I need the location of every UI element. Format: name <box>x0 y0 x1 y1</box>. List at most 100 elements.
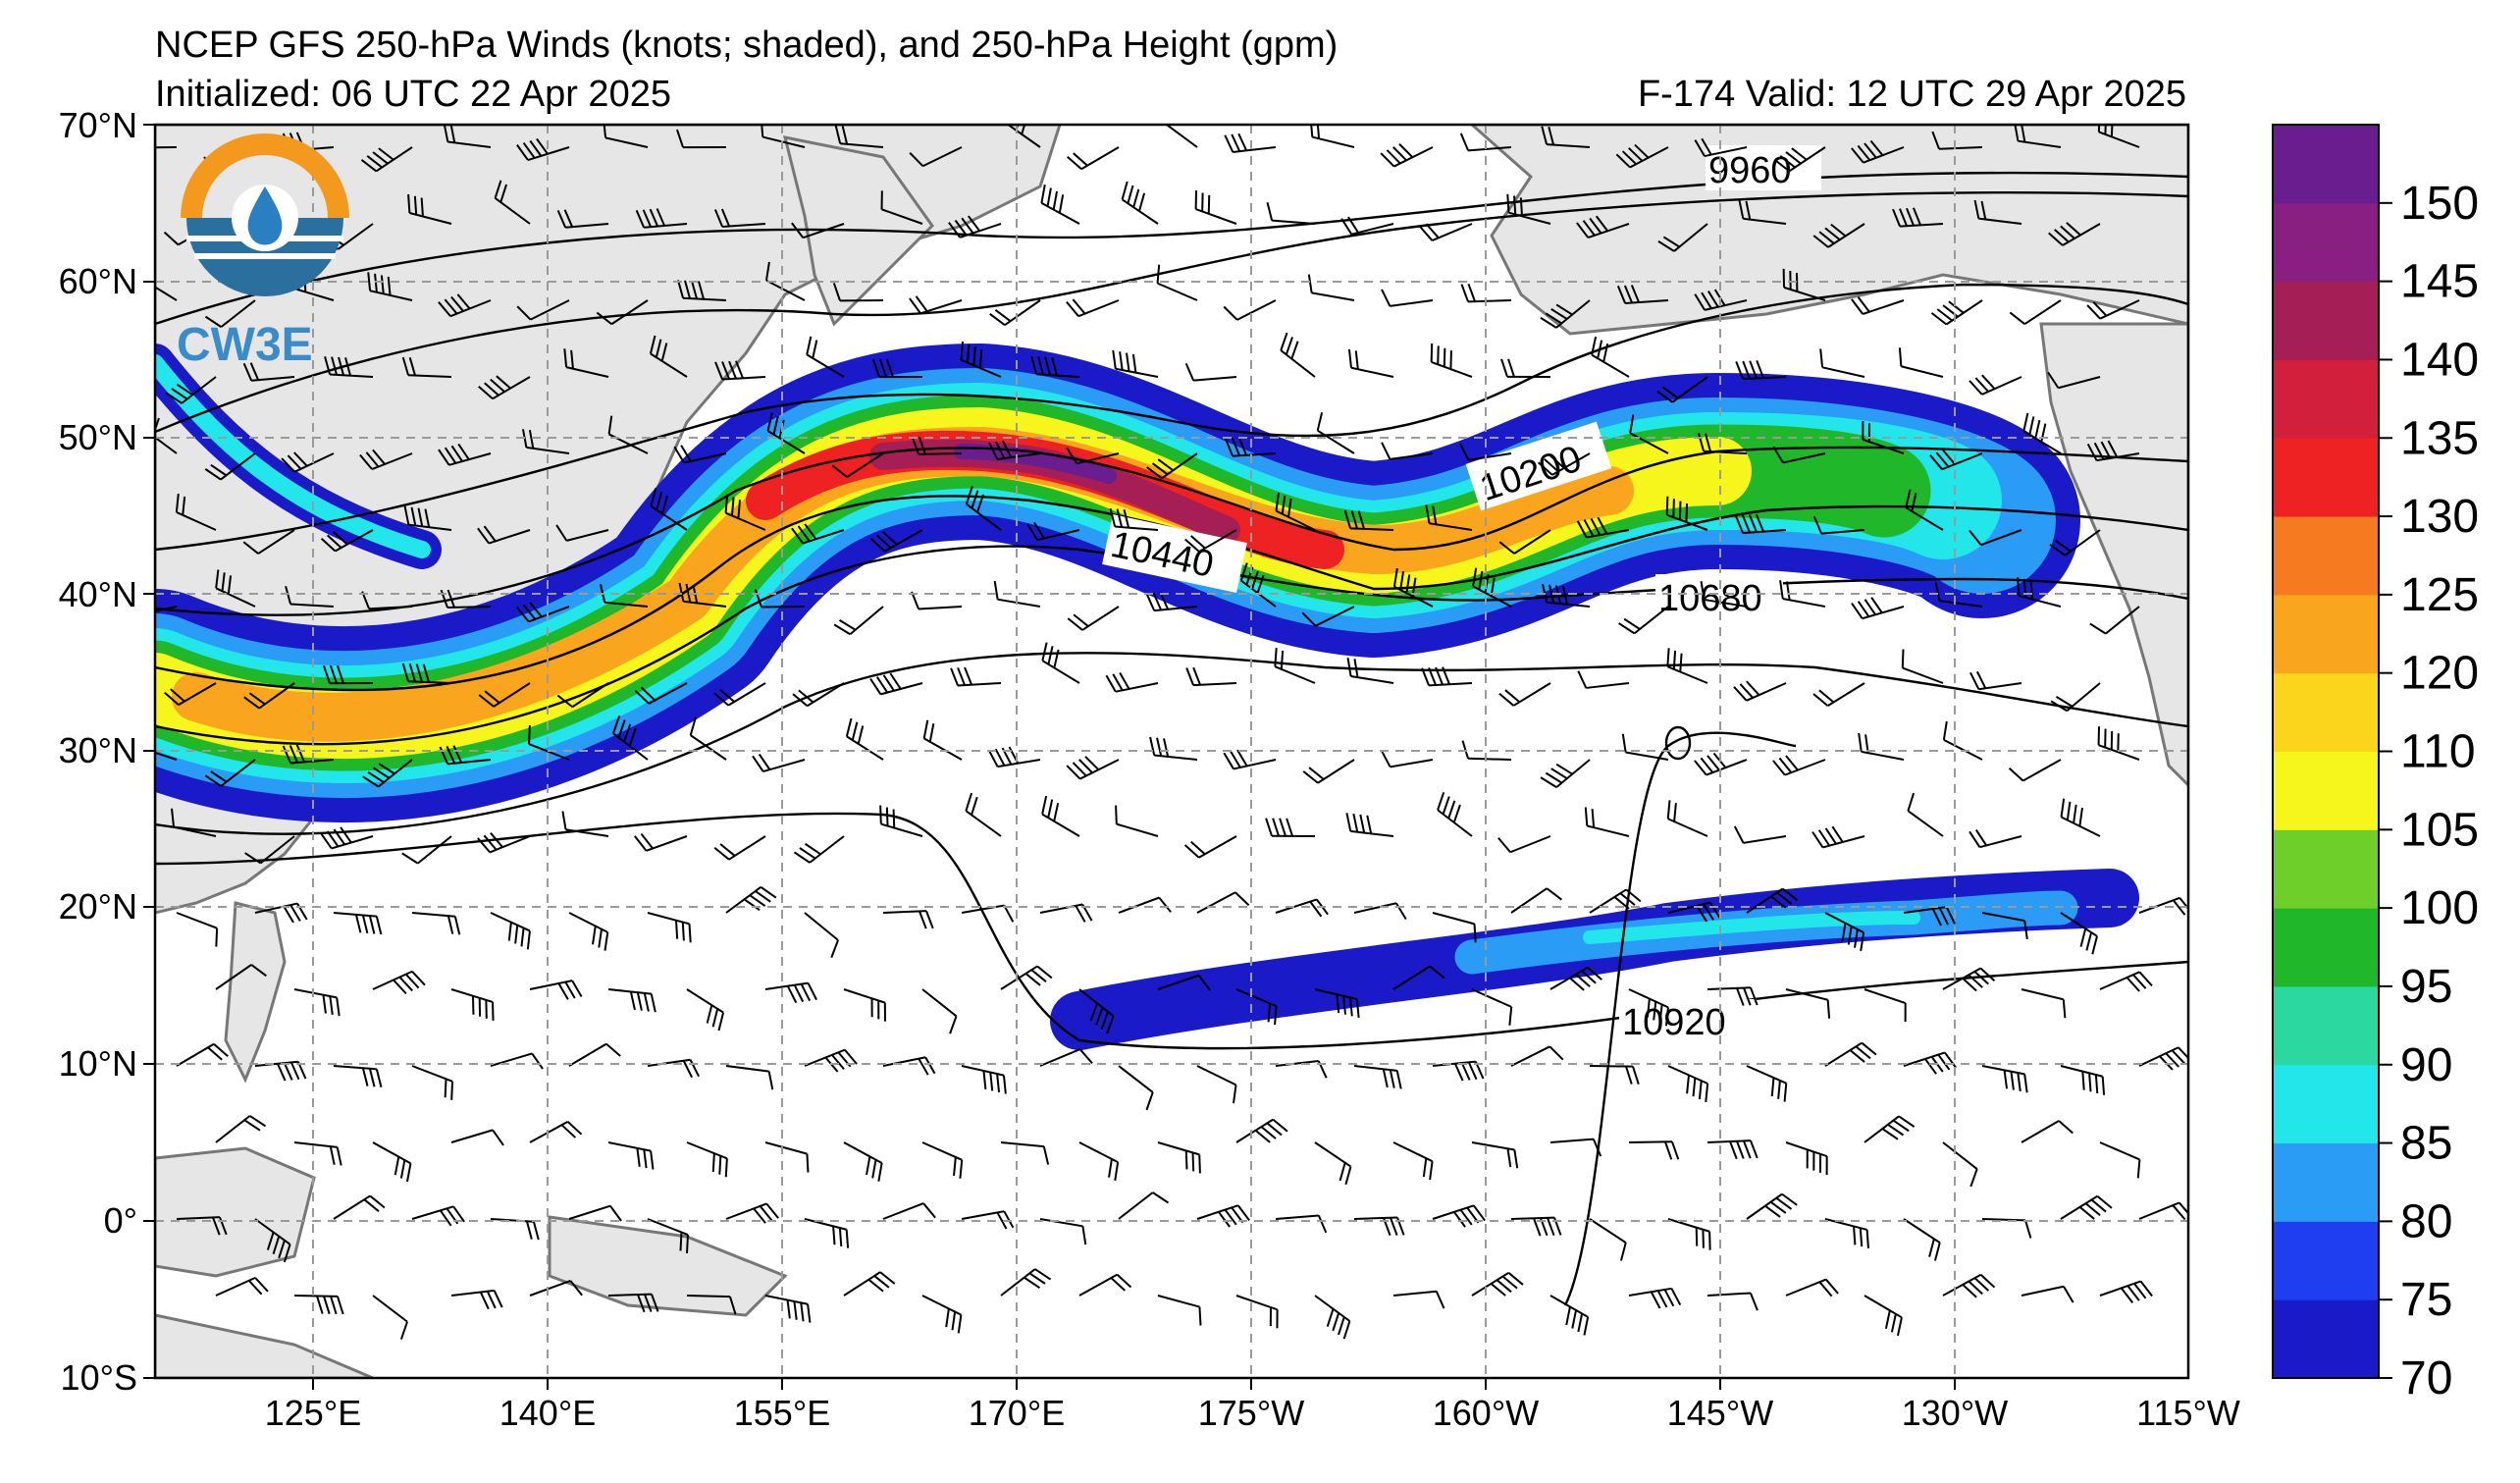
wind-barb <box>529 1120 583 1143</box>
wind-barb <box>1628 988 1669 1027</box>
colorbar-tick-label: 100 <box>2400 882 2479 934</box>
wind-barb <box>843 1271 896 1297</box>
wind-barb <box>1460 283 1512 303</box>
logo-text: CW3E <box>177 319 313 371</box>
wind-barb <box>1615 143 1669 169</box>
wind-barb <box>490 1218 540 1241</box>
wind-barb <box>791 523 845 545</box>
wind-barb <box>1184 362 1237 382</box>
wind-barb <box>1973 199 2022 225</box>
wind-barb <box>1235 988 1278 1026</box>
wind-barb <box>1498 682 1551 707</box>
wind-barb <box>1811 825 1865 849</box>
wind-barb <box>1498 529 1551 555</box>
wind-barb <box>477 832 531 854</box>
wind-barb <box>1538 452 1591 476</box>
wind-barb <box>1851 296 1905 315</box>
wind-barb <box>677 280 727 301</box>
lat-label: 20°N <box>59 886 137 927</box>
wind-barb <box>1733 680 1787 702</box>
wind-barb <box>607 1141 655 1170</box>
wind-barb <box>254 1060 307 1082</box>
wind-barb <box>1694 289 1748 311</box>
wind-barb <box>1589 1218 1627 1261</box>
wind-barb <box>324 355 374 378</box>
lon-label: 125°E <box>265 1393 361 1433</box>
wind-barb <box>1196 1065 1237 1104</box>
wind-barb <box>987 746 1041 768</box>
wind-barb <box>1942 967 1996 992</box>
wind-barb <box>1864 988 1907 1023</box>
wind-barb <box>362 759 413 788</box>
wind-barb <box>804 1218 850 1248</box>
wind-barb <box>1458 443 1512 461</box>
wind-barb <box>490 912 531 950</box>
wind-barb <box>243 682 295 710</box>
wind-barb <box>1969 529 2022 547</box>
wind-barb <box>650 488 688 531</box>
wind-barb <box>1346 658 1394 684</box>
colorbar-swatch <box>2273 438 2379 517</box>
wind-barb <box>2021 1285 2074 1303</box>
wind-barb <box>293 1141 342 1166</box>
wind-barb <box>961 1210 1015 1230</box>
wind-barb <box>1497 835 1551 854</box>
gridlines <box>155 125 2188 1378</box>
wind-barb <box>2099 1141 2141 1179</box>
wind-barb <box>1510 887 1563 914</box>
wind-barb <box>635 208 688 229</box>
wind-barb <box>1540 759 1591 788</box>
wind-barb <box>764 261 806 301</box>
wind-barb <box>2060 798 2101 837</box>
wind-barb <box>1421 666 1473 687</box>
wind-barb <box>1824 912 1865 952</box>
wind-barb <box>1112 349 1159 378</box>
colorbar-tick-label: 70 <box>2400 1352 2452 1404</box>
wind-barb <box>1121 181 1159 225</box>
wind-barb <box>1540 299 1591 329</box>
wind-barb <box>1656 376 1708 403</box>
lat-label: 0° <box>104 1200 137 1241</box>
lon-ticks <box>312 1378 1956 1390</box>
wind-barb <box>713 835 766 861</box>
wind-barb <box>1185 666 1237 687</box>
wind-barb <box>880 190 923 225</box>
colorbar-swatch <box>2273 202 2379 283</box>
wind-barb <box>634 832 688 852</box>
wind-barb <box>1616 285 1669 304</box>
wind-barb <box>673 445 727 464</box>
wind-barb <box>2048 222 2101 246</box>
valid-time: F-174 Valid: 12 UTC 29 Apr 2025 <box>1637 74 2186 115</box>
wind-barb <box>254 902 308 924</box>
wind-barb <box>215 1115 267 1143</box>
colorbar-swatch <box>2273 908 2379 987</box>
wind-barb <box>714 360 766 381</box>
philippines <box>224 901 287 1084</box>
wind-barb <box>1194 190 1237 225</box>
wind-barb <box>1549 1295 1590 1336</box>
wind-barb <box>165 376 217 404</box>
lon-label: 160°W <box>1433 1393 1539 1433</box>
wind-barb <box>438 443 492 466</box>
wind-barb <box>2097 726 2140 761</box>
wind-barb <box>1105 671 1159 693</box>
wind-barb <box>965 792 1002 837</box>
wind-barb <box>1969 670 2022 691</box>
wind-barb <box>244 835 295 865</box>
wind-barb <box>1275 1214 1328 1234</box>
wind-barb <box>516 602 570 623</box>
wind-barb <box>1785 1141 1828 1176</box>
wind-barb <box>647 1218 689 1254</box>
wind-barb <box>1746 887 1799 914</box>
wind-barb <box>806 336 845 378</box>
wind-barb <box>1345 813 1394 837</box>
cw3e-logo: CW3E <box>177 133 349 371</box>
wind-barb <box>1969 828 2022 849</box>
water-drop-icon <box>247 186 283 245</box>
wind-barb <box>869 672 923 696</box>
wind-barb <box>1824 1041 1877 1067</box>
wind-barb <box>372 1295 408 1340</box>
wind-barb <box>2099 971 2153 992</box>
wind-barb <box>516 137 570 161</box>
wind-barb <box>1157 1141 1201 1174</box>
